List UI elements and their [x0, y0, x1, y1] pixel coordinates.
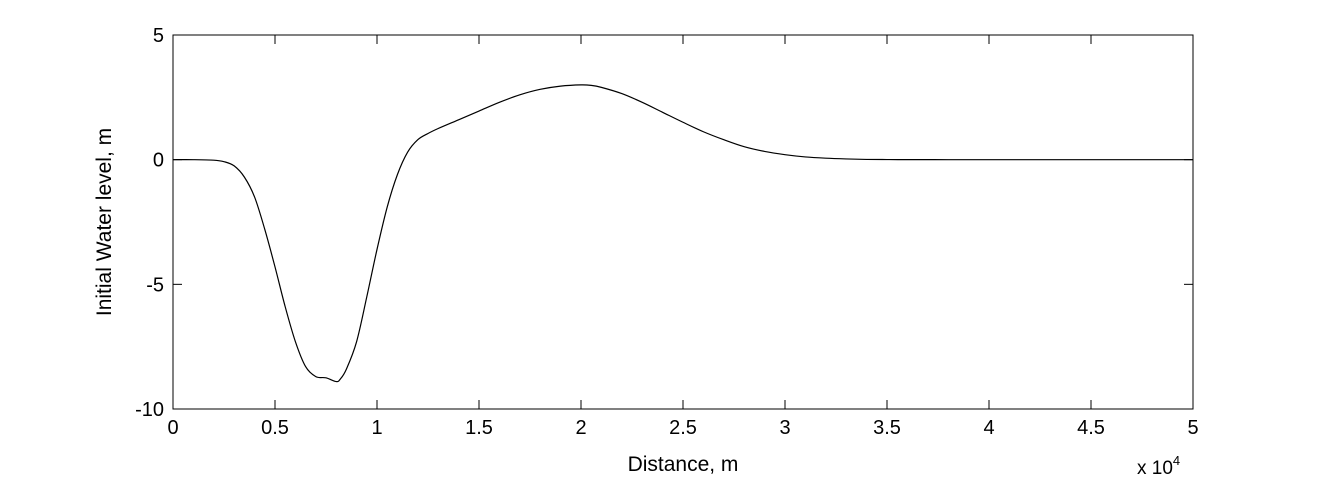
x-tick-label: 3.5: [873, 417, 901, 439]
x-tick-label: 2: [575, 417, 586, 439]
x-axis-multiplier-base: x 10: [1137, 458, 1173, 479]
x-tick-label: 1.5: [465, 417, 493, 439]
y-axis-label: Initial Water level, m: [93, 128, 116, 316]
y-tick-label: 5: [153, 25, 164, 47]
y-tick-label: -10: [135, 399, 164, 421]
x-axis-multiplier: x 104: [1137, 453, 1180, 479]
series-line: [172, 84, 1193, 383]
x-axis-multiplier-exponent: 4: [1173, 453, 1180, 468]
x-tick-label: 2.5: [669, 417, 697, 439]
x-tick-label: 1: [371, 417, 382, 439]
series-layer: [172, 84, 1193, 383]
x-tick-label: 4: [983, 417, 994, 439]
x-tick-label: 5: [1187, 417, 1198, 439]
plot-frame: [172, 34, 1194, 410]
y-tick-label: 0: [153, 150, 164, 172]
y-tick-label: -5: [146, 274, 164, 296]
x-tick-labels: 0 0.5 1 1.5 2 2.5 3 3.5 4 4.5 5: [167, 417, 1198, 439]
y-tick-labels: -10 -5 0 5: [135, 25, 164, 421]
x-axis-label: Distance, m: [628, 453, 739, 476]
x-tick-label: 4.5: [1077, 417, 1105, 439]
x-tick-label: 0: [167, 417, 178, 439]
x-tick-label: 3: [779, 417, 790, 439]
plot-background: [173, 35, 1193, 409]
x-tick-label: 0.5: [261, 417, 289, 439]
